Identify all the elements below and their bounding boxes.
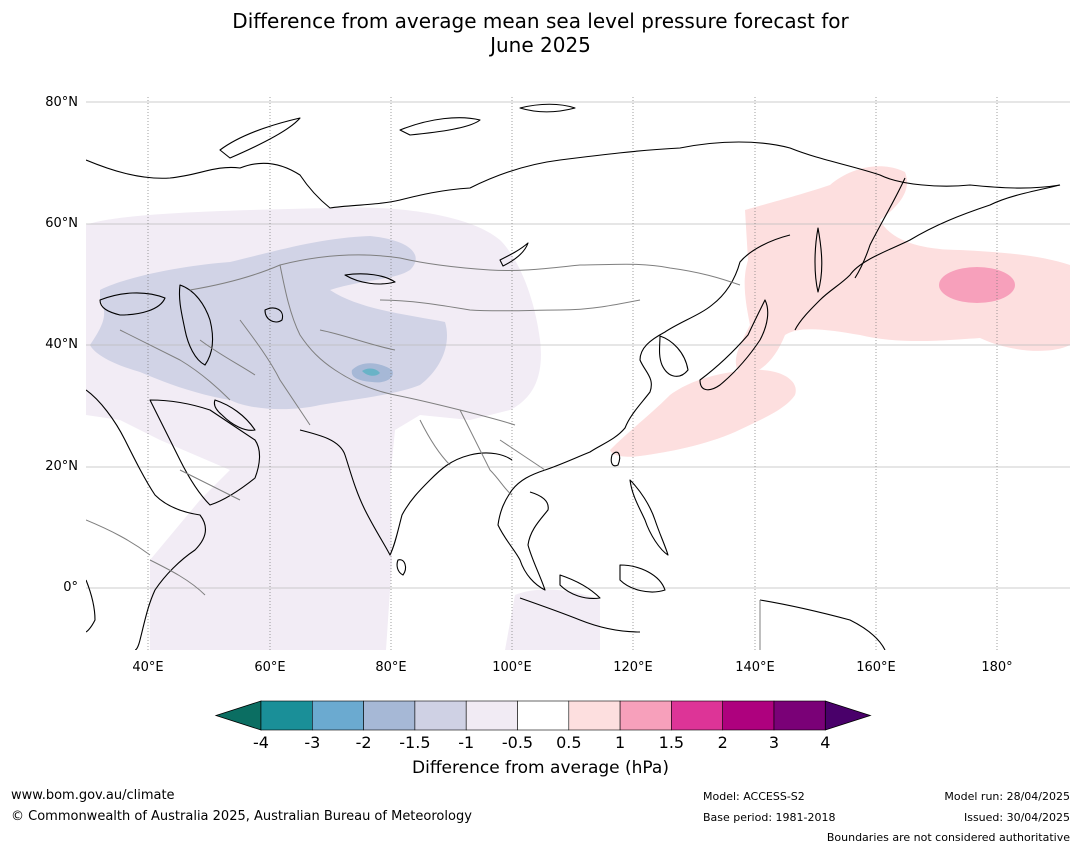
colorbar-tick-label: 3: [768, 733, 780, 752]
colorbar-tick-label: 0.5: [556, 733, 582, 752]
lat-label-80n: 80°N: [45, 95, 78, 110]
lon-label-80e: 80°E: [375, 660, 407, 675]
gridlines: [86, 101, 1070, 589]
anomaly-region-light-pink-south: [610, 369, 796, 457]
colorbar-tick-label: -1.5: [399, 733, 431, 752]
lat-label-60n: 60°N: [45, 216, 78, 231]
colorbar-tick-label: -1: [458, 733, 475, 752]
lon-label-140e: 140°E: [735, 660, 775, 675]
country-borders: [86, 254, 761, 650]
lon-label-60e: 60°E: [254, 660, 286, 675]
lat-label-20n: 20°N: [45, 459, 78, 474]
colorbar-extend-high: [824, 700, 872, 731]
title-line-2: June 2025: [490, 33, 591, 57]
model-run-date: Model run: 28/04/2025: [944, 790, 1070, 803]
anomaly-region-teal: [362, 368, 380, 376]
colorbar: [214, 700, 872, 731]
colorbar-segments: [214, 700, 872, 731]
colorbar-segment: [465, 700, 518, 731]
meridians: [147, 97, 998, 650]
colorbar-tick-label: -3: [304, 733, 321, 752]
copyright-notice: © Commonwealth of Australia 2025, Austra…: [11, 809, 472, 824]
lat-label-40n: 40°N: [45, 337, 78, 352]
website-link[interactable]: www.bom.gov.au/climate: [11, 788, 175, 803]
map-content: [86, 97, 1070, 650]
map-area: 80°N 60°N 40°N 20°N 0° 40°E 60°E 80°E 10…: [45, 95, 1070, 675]
map-title: Difference from average mean sea level p…: [0, 9, 1081, 57]
colorbar-tick-label: 2: [717, 733, 728, 752]
anomaly-shading: [86, 166, 1070, 650]
lon-label-100e: 100°E: [492, 660, 532, 675]
colorbar-label: Difference from average (hPa): [412, 758, 669, 778]
anomaly-region-light-pink-north: [735, 166, 1070, 375]
anomaly-region-light-lavender-sea: [505, 589, 600, 650]
colorbar-segment: [671, 700, 724, 731]
colorbar-extend-low: [214, 700, 262, 731]
colorbar-tick-label: 4: [820, 733, 831, 752]
colorbar-segment: [260, 700, 313, 731]
base-period: Base period: 1981-2018: [703, 811, 836, 824]
boundaries-note: Boundaries are not considered authoritat…: [826, 831, 1070, 844]
colorbar-tick-label: -2: [355, 733, 372, 752]
colorbar-tick-label: 1: [615, 733, 626, 752]
colorbar-tick-label: 1.5: [658, 733, 685, 752]
colorbar-segment: [619, 700, 672, 731]
colorbar-segment: [311, 700, 364, 731]
colorbar-segment: [568, 700, 621, 731]
anomaly-region-lavender: [90, 236, 448, 410]
colorbar-tick-label: -0.5: [501, 733, 534, 752]
lon-label-120e: 120°E: [613, 660, 653, 675]
colorbar-tick-label: -4: [253, 733, 269, 752]
coastlines: [86, 103, 1061, 650]
colorbar-segment: [363, 700, 416, 731]
lon-label-180: 180°: [981, 660, 1013, 675]
colorbar-segment: [773, 700, 826, 731]
map-svg: [86, 97, 1070, 650]
colorbar-segment: [414, 700, 467, 731]
colorbar-segment: [517, 700, 570, 731]
model-name: Model: ACCESS-S2: [703, 790, 805, 803]
issued-date: Issued: 30/04/2025: [963, 811, 1070, 824]
anomaly-region-pink: [939, 267, 1015, 303]
lon-label-160e: 160°E: [856, 660, 896, 675]
lat-label-0: 0°: [63, 580, 78, 595]
title-line-1: Difference from average mean sea level p…: [232, 9, 849, 33]
colorbar-segment: [722, 700, 775, 731]
lon-label-40e: 40°E: [132, 660, 164, 675]
